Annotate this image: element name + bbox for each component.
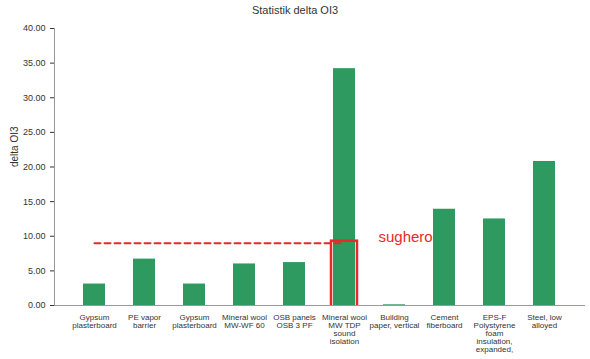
svg-text:20.00: 20.00	[23, 162, 46, 172]
svg-text:35.00: 35.00	[23, 58, 46, 68]
svg-text:25.00: 25.00	[23, 127, 46, 137]
svg-text:0.00: 0.00	[28, 300, 46, 310]
svg-text:30.00: 30.00	[23, 93, 46, 103]
svg-text:OSB panelsOSB 3 PF: OSB panelsOSB 3 PF	[273, 313, 316, 330]
svg-text:Gypsumplasterboard: Gypsumplasterboard	[72, 313, 116, 330]
svg-text:10.00: 10.00	[23, 231, 46, 241]
svg-text:Mineral woolMW-WF 60: Mineral woolMW-WF 60	[222, 313, 267, 330]
svg-text:Mineral woolMW TDPsoundisolati: Mineral woolMW TDPsoundisolation	[322, 313, 367, 346]
svg-text:5.00: 5.00	[28, 266, 46, 276]
svg-text:15.00: 15.00	[23, 197, 46, 207]
svg-text:sughero: sughero	[379, 228, 433, 245]
svg-text:40.00: 40.00	[23, 23, 46, 33]
svg-text:Gypsumplasterboard: Gypsumplasterboard	[172, 313, 216, 330]
svg-text:Cementfiberboard: Cementfiberboard	[426, 313, 462, 330]
svg-text:EPS-FPolystyrenefoaminsulation: EPS-FPolystyrenefoaminsulation,expanded,	[474, 313, 516, 354]
svg-text:Buildingpaper, vertical: Buildingpaper, vertical	[370, 313, 420, 330]
svg-text:delta OI3: delta OI3	[9, 126, 20, 167]
svg-text:PE vaporbarrier: PE vaporbarrier	[128, 313, 161, 330]
svg-text:Steel, lowalloyed: Steel, lowalloyed	[527, 313, 562, 330]
html-text:Statistik delta OI3: Statistik delta OI3	[251, 4, 339, 16]
